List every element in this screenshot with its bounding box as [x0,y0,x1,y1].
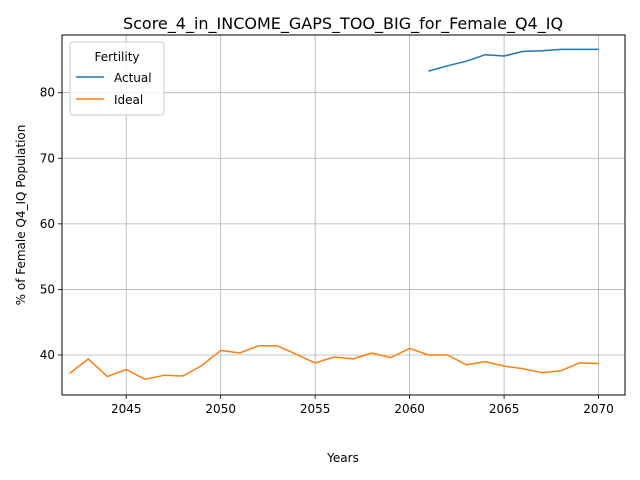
y-tick-label: 50 [40,282,55,296]
legend-title: Fertility [94,50,139,64]
legend-label-ideal: Ideal [114,93,143,107]
legend-label-actual: Actual [114,71,152,85]
chart-title: Score_4_in_INCOME_GAPS_TOO_BIG_for_Femal… [123,14,563,34]
legend: Fertility Actual Ideal [69,41,165,116]
series-lines [69,48,599,381]
x-tick-label: 2070 [583,402,614,416]
x-tick-label: 2045 [111,402,142,416]
series-line-actual [428,48,599,72]
y-tick-label: 40 [40,348,55,362]
x-tick-label: 2050 [205,402,236,416]
x-axis-label: Years [326,451,359,465]
plot-frame [61,34,626,396]
x-tick-label: 2065 [489,402,520,416]
y-tick-label: 70 [40,151,55,165]
x-tick-label: 2055 [300,402,331,416]
legend-box [69,41,165,116]
y-axis-label: % of Female Q4_IQ Population [14,125,28,306]
axis-ticks: 2045 2050 2055 2060 2065 2070 40 50 60 70 80 [40,86,614,416]
grid-lines [62,35,625,395]
y-tick-label: 80 [40,86,55,100]
x-tick-label: 2060 [394,402,425,416]
series-line-ideal [69,345,599,381]
y-tick-label: 60 [40,217,55,231]
